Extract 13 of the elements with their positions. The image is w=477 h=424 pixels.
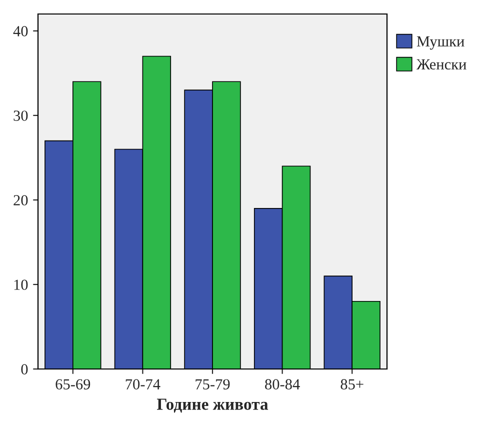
x-axis-title: Године живота [156, 398, 268, 413]
legend-label: Женски [416, 59, 466, 70]
y-tick-label: 10 [14, 280, 28, 290]
x-tick-label: 70-74 [126, 379, 160, 390]
y-tick-label: 40 [13, 26, 28, 36]
y-tick-label: 0 [21, 364, 28, 374]
y-tick-label: 30 [14, 110, 28, 121]
x-tick-label: 80-84 [265, 379, 300, 390]
x-tick-label: 75-79 [196, 379, 230, 390]
legend-label: Мушки [416, 36, 464, 50]
y-tick-label: 20 [14, 195, 28, 206]
x-tick-label: 85+ [340, 379, 364, 390]
x-tick-label: 65-69 [56, 379, 90, 390]
